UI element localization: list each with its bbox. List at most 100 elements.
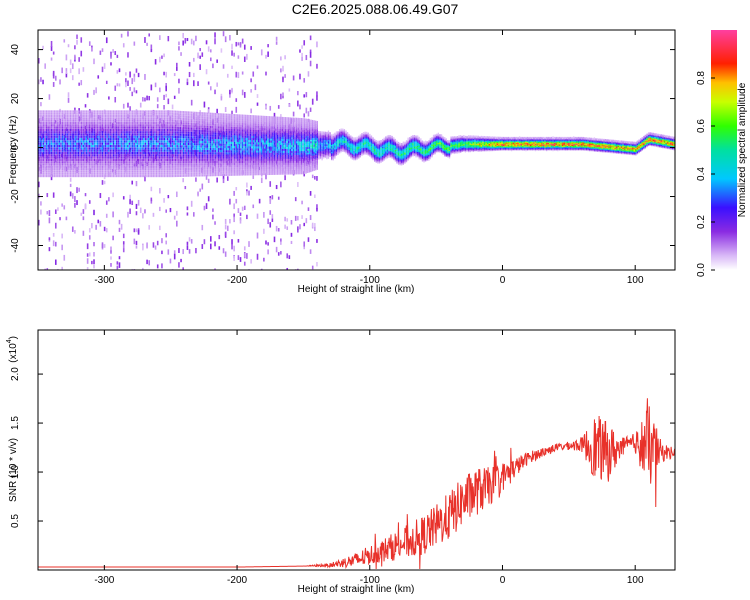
spectrogram-cell (144, 168, 146, 171)
spectrogram-cell (131, 121, 134, 125)
spectrogram-cell (128, 138, 131, 141)
spectrogram-cell (290, 232, 293, 237)
spectrogram-cell (214, 89, 216, 95)
spectrogram-cell (202, 156, 204, 159)
spectrogram-cell (150, 128, 153, 134)
spectrogram-cell (73, 151, 75, 155)
spectrogram-cell (57, 149, 59, 152)
spectrogram-cell (254, 152, 256, 155)
spectrogram-cell (96, 156, 99, 159)
spectrogram-cell (155, 135, 158, 138)
spectrogram-cell (154, 245, 157, 250)
spectrogram-cell (200, 140, 202, 144)
spectrogram-cell (166, 142, 169, 145)
spectrogram-cell (117, 142, 119, 145)
spectrogram-cell (106, 144, 108, 148)
spectrogram-cell (71, 165, 73, 168)
spectrogram-cell (151, 144, 153, 148)
spectrogram-cell (216, 143, 218, 146)
spectrogram-cell (297, 268, 299, 270)
spectrogram-cell (143, 128, 145, 131)
spectrogram-cell (65, 138, 67, 141)
spectrogram-cell (249, 160, 252, 163)
spectrogram-cell (186, 163, 188, 166)
spectrogram-cell (221, 152, 223, 155)
spectrogram-cell (108, 151, 110, 155)
spectrogram-cell (264, 121, 266, 125)
spectrogram-cell (112, 121, 115, 125)
spectrogram-cell (249, 173, 252, 176)
spectrogram-cell (309, 51, 312, 58)
spectrogram-cell (197, 158, 199, 161)
spectrogram-cell (222, 124, 225, 127)
spectrogram-cell (165, 121, 167, 125)
spectrogram-cell (103, 110, 105, 113)
spectrogram-cell (178, 140, 180, 143)
spectrogram-cell (152, 163, 154, 166)
spectrogram-cell (241, 169, 244, 172)
spectrogram-cell (96, 163, 99, 166)
spectrogram-cell (119, 158, 121, 162)
spectrogram-cell (216, 123, 218, 127)
spectrogram-cell (95, 154, 97, 157)
spectrogram-cell (59, 163, 61, 170)
spectrogram-cell (84, 117, 86, 120)
spectrogram-cell (211, 143, 213, 146)
spectrogram-cell (50, 161, 53, 164)
spectrogram-cell (163, 94, 165, 100)
spectrogram-cell (69, 112, 72, 115)
spectrogram-cell (139, 144, 142, 148)
spectrogram-cell (259, 127, 261, 131)
spectrogram-cell (181, 113, 183, 116)
spectrogram-cell (125, 161, 127, 164)
spectrogram-cell (190, 170, 193, 173)
spectrogram-cell (155, 126, 158, 129)
spectrogram-cell (87, 128, 89, 131)
spectrogram-cell (96, 131, 99, 134)
spectrogram-cell (87, 114, 89, 118)
spectrogram-cell (173, 149, 175, 152)
spectrogram-cell (128, 142, 131, 145)
spectrogram-cell (146, 112, 148, 115)
spectrogram-cell (151, 128, 153, 131)
spectrogram-cell (45, 140, 48, 143)
spectrogram-cell (241, 38, 244, 44)
spectrogram-cell (243, 127, 245, 130)
spectrogram-cell (221, 113, 223, 116)
spectrogram-cell (49, 140, 51, 143)
spectrogram-cell (128, 144, 131, 148)
spectrogram-cell (184, 167, 186, 171)
spectrogram-cell (60, 140, 62, 143)
spectrogram-cell (222, 143, 225, 146)
spectrogram-cell (237, 171, 239, 174)
spectrogram-cell (92, 149, 94, 152)
spectrogram-cell (44, 165, 46, 168)
spectrogram-cell (184, 145, 186, 148)
spectrogram-cell (225, 126, 228, 129)
spectrogram-cell (294, 215, 297, 221)
spectrogram-cell (114, 126, 116, 129)
spectrogram-cell (202, 132, 204, 135)
spectrogram-cell (52, 154, 54, 157)
spectrogram-cell (229, 143, 231, 146)
spectrogram-cell (65, 114, 67, 118)
spectrogram-cell (50, 119, 53, 122)
spectrogram-cell (139, 168, 142, 171)
spectrogram-cell (233, 169, 236, 172)
spectrogram-cell (187, 154, 189, 157)
spectrogram-cell (256, 156, 258, 159)
spectrogram-cell (165, 174, 167, 178)
spectrogram-cell (169, 258, 172, 264)
spectrogram-cell (71, 126, 73, 129)
spectrogram-cell (111, 172, 113, 175)
spectrogram-cell (194, 140, 196, 144)
spectrogram-cell (176, 110, 178, 113)
spectrogram-cell (222, 163, 225, 166)
spectrogram-cell (256, 150, 258, 153)
spectrogram-cell (109, 119, 111, 122)
spectrogram-cell (49, 131, 51, 134)
spectrogram-cell (195, 145, 197, 148)
spectrogram-cell (162, 124, 164, 127)
spectrogram-cell (187, 127, 189, 130)
spectrogram-cell (69, 158, 72, 162)
